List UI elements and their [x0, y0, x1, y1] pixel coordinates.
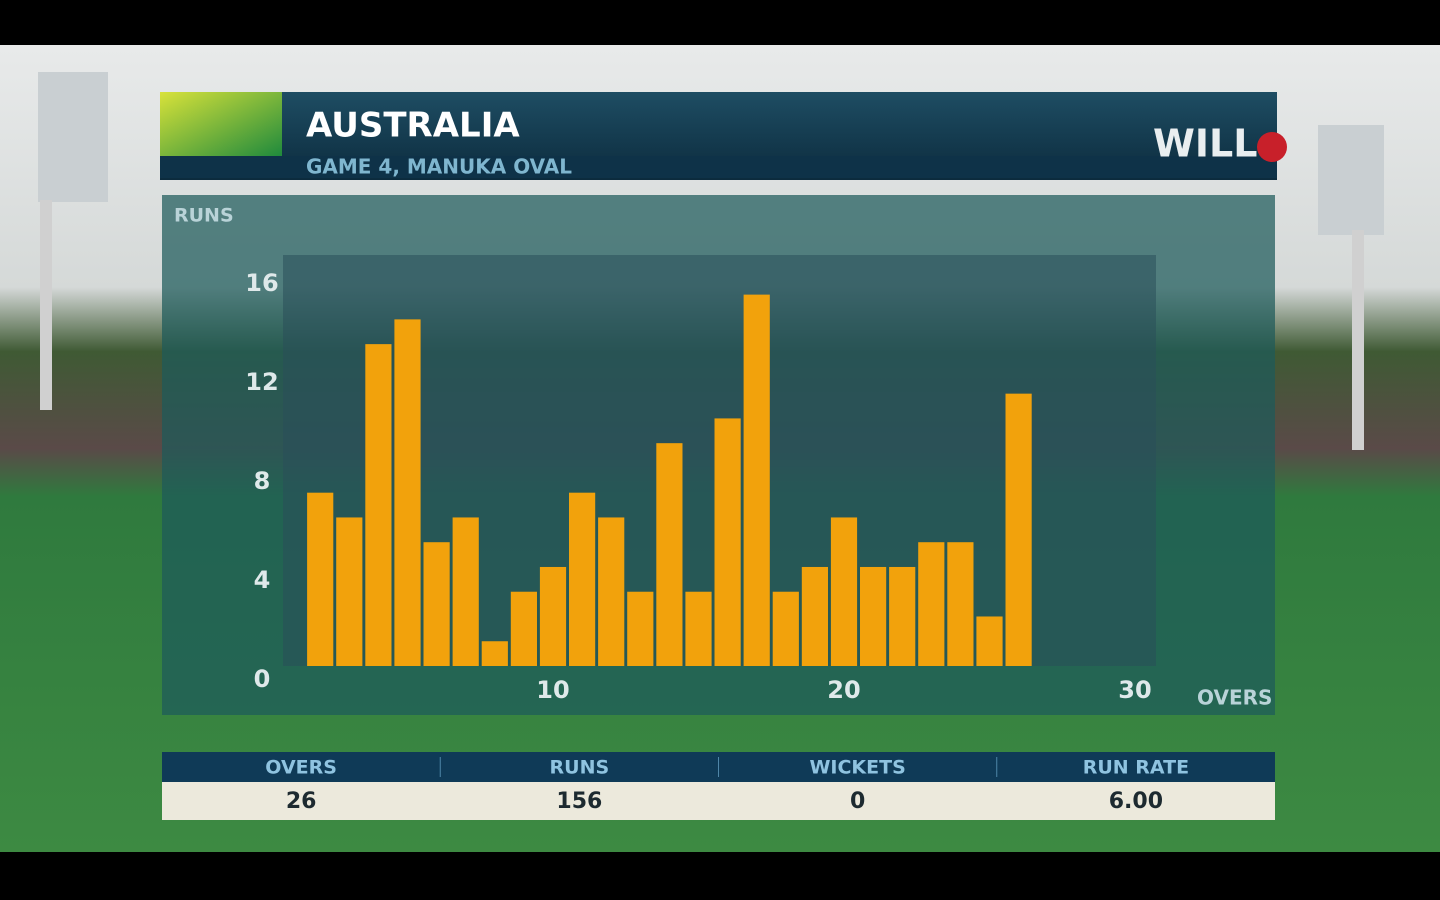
bar	[365, 344, 392, 666]
x-tick-label: 10	[536, 676, 569, 704]
bar	[394, 319, 421, 666]
bar	[772, 591, 799, 666]
bar	[1005, 393, 1032, 666]
y-axis-label: RUNS	[174, 205, 234, 227]
bar	[656, 443, 683, 666]
bar	[801, 566, 828, 666]
bar	[830, 517, 858, 666]
y-tick-label: 0	[254, 665, 271, 693]
channel-logo: WILL	[1153, 122, 1257, 166]
bar	[336, 517, 363, 666]
bar	[481, 641, 508, 666]
bar	[860, 566, 887, 666]
floodlight	[1318, 125, 1384, 235]
y-tick-label: 16	[245, 269, 278, 297]
bar	[743, 294, 770, 666]
bar	[598, 517, 625, 666]
x-tick-label: 30	[1118, 676, 1151, 704]
bar	[947, 542, 974, 666]
bar	[918, 542, 945, 666]
bar	[452, 517, 479, 666]
bar	[569, 492, 596, 666]
bar	[976, 616, 1003, 666]
bar	[685, 591, 712, 666]
bar	[889, 566, 916, 666]
summary-value: 6.00	[1109, 789, 1163, 814]
y-tick-label: 12	[245, 368, 278, 396]
floodlight-pole	[1352, 230, 1364, 450]
y-tick-label: 4	[254, 566, 271, 594]
bar-chart: 0 4 8 12 16 10 20 30	[245, 269, 1151, 704]
summary-value: 156	[556, 789, 602, 814]
summary-table: OVERS 26 RUNS 156 WICKETS 0 RUN RATE 6.00	[265, 757, 1189, 815]
bar	[714, 418, 741, 666]
summary-values	[162, 782, 1275, 820]
bar	[423, 542, 450, 666]
summary-header-label: RUNS	[550, 757, 610, 779]
team-name: AUSTRALIA	[306, 106, 520, 146]
match-subtitle: GAME 4, MANUKA OVAL	[306, 155, 572, 179]
x-axis-label: OVERS	[1197, 686, 1272, 710]
y-tick-label: 8	[254, 467, 271, 495]
bar	[510, 591, 537, 666]
bar	[307, 492, 334, 666]
floodlight	[38, 72, 108, 202]
summary-header-label: WICKETS	[809, 757, 905, 779]
floodlight-pole	[40, 200, 52, 410]
logo-ball	[1257, 132, 1287, 162]
team-crest	[160, 92, 282, 156]
bar	[627, 591, 654, 666]
summary-header-label: OVERS	[265, 757, 337, 779]
summary-value: 0	[850, 789, 865, 814]
subtitle-strip	[160, 156, 1277, 178]
x-tick-label: 20	[827, 676, 860, 704]
summary-header-label: RUN RATE	[1083, 757, 1189, 779]
summary-value: 26	[286, 789, 317, 814]
bar	[539, 566, 567, 666]
